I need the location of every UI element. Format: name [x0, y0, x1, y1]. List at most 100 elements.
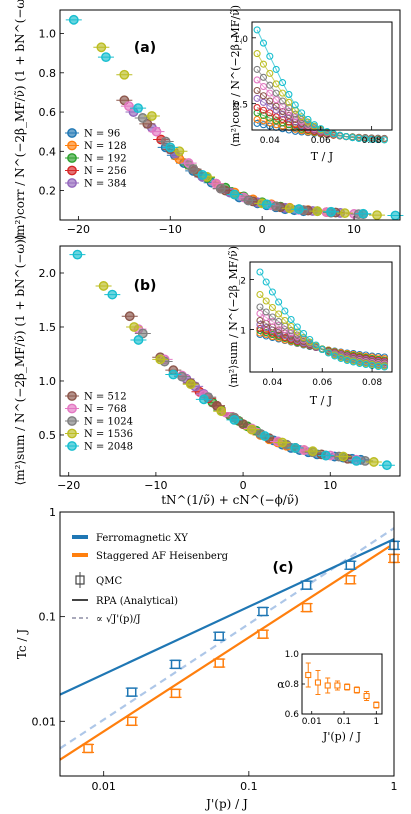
qmc-point [301, 580, 312, 590]
legend-label: N = 128 [84, 141, 127, 152]
y-tick-label: 1 [49, 506, 56, 519]
data-point [238, 419, 248, 430]
x-tick-label: 0.04 [260, 136, 280, 146]
qmc-point [301, 602, 312, 613]
data-point [229, 189, 240, 200]
inset-point [266, 109, 274, 117]
x-tick-label: −20 [67, 223, 90, 236]
panel-b-ylabel: ⟨m²⟩sum / N^(−2β_MF/ν̃) (1 + bN^(−ω)) [13, 235, 27, 486]
data-point [177, 371, 187, 382]
y-tick-label: 0.01 [32, 715, 57, 728]
y-tick-label: 0.8 [285, 680, 300, 690]
panel-a-inset-ylabel: ⟨m²⟩corr / N^(−2β_MF/ν̃) [229, 5, 242, 147]
data-point [174, 146, 185, 157]
inset-point [253, 104, 261, 112]
inset-point [281, 307, 289, 315]
panel-a-inset: 0.04 0.06 0.08 0.5 1.0 T / J ⟨m²⟩corr / N^(−… [228, 5, 396, 164]
data-point [326, 206, 336, 217]
data-point [129, 322, 140, 332]
qmc-point [126, 716, 137, 727]
inset-point [291, 106, 299, 114]
panel-b-inset: 0.04 0.06 0.08 1 2 T / J ⟨m²⟩sum / N^(−2β_MF… [226, 246, 398, 412]
data-point [119, 69, 130, 80]
inset-point [314, 679, 322, 686]
inset-point [256, 316, 264, 325]
legend-marker [67, 178, 77, 188]
legend-marker [67, 140, 77, 151]
inset-point [262, 278, 270, 286]
inset-point [349, 358, 357, 366]
data-point [320, 450, 331, 461]
inset-point [331, 352, 339, 360]
data-point [124, 101, 134, 112]
inset-point [278, 115, 287, 124]
data-point [124, 311, 135, 322]
legend-label: N = 96 [84, 129, 120, 140]
inset-point [253, 65, 261, 73]
data-point [215, 183, 226, 194]
panel-a-inset-frame [251, 21, 393, 131]
rpa-line [59, 542, 395, 761]
inset-point [336, 131, 344, 139]
inset-point [329, 130, 338, 138]
inset-point [298, 109, 306, 117]
inset-point [272, 65, 280, 73]
x-tick-label: 0.08 [362, 136, 382, 146]
legend-label: N = 768 [84, 404, 127, 415]
x-tick-label: 0.1 [337, 717, 351, 727]
qmc-point [258, 629, 268, 639]
inset-point [275, 298, 283, 306]
data-point [188, 164, 199, 174]
panel-c-inset-ylabel: α [277, 678, 285, 691]
panel-a: −20 −10 0 10 0.2 0.4 0.6 0.8 1.0 (a) ⟨m²⟩corr / … [13, 0, 404, 241]
inset-point [310, 121, 318, 129]
x-tick-label: 0.06 [311, 136, 331, 146]
inset-point [268, 288, 276, 296]
x-tick-label: 0 [240, 479, 247, 492]
legend-marker [67, 153, 77, 163]
inset-point [323, 128, 331, 136]
panel-c-label: (c) [272, 560, 293, 576]
inset-point [343, 356, 351, 365]
y-tick-label: 0.6 [39, 106, 57, 119]
inset-point [259, 111, 268, 120]
data-point [151, 126, 162, 137]
y-tick-label: 0.2 [39, 185, 57, 198]
data-point [259, 431, 270, 441]
y-tick-label: 2 [240, 277, 246, 287]
y-tick-label: 0.5 [234, 101, 248, 111]
inset-point [285, 98, 293, 106]
inset-point [287, 315, 295, 324]
qmc-point [126, 687, 137, 697]
panel-b-ticks: −20 −10 0 10 0.5 1.0 1.5 2.0 [39, 267, 338, 492]
data-point [198, 394, 209, 405]
panel-b-label: (b) [134, 278, 157, 294]
inset-point [272, 80, 280, 88]
y-tick-label: 0.1 [39, 611, 57, 624]
legend-label: N = 512 [84, 392, 127, 403]
data-point [261, 199, 272, 210]
y-tick-label: 0.6 [285, 710, 300, 720]
qmc-point [83, 743, 93, 754]
inset-point [266, 119, 274, 127]
y-tick-label: 1.0 [39, 28, 57, 41]
data-point [243, 195, 254, 206]
panel-a-frame [59, 9, 401, 221]
legend-label: N = 1536 [84, 429, 133, 440]
data-point [133, 335, 144, 345]
panel-a-ylabel: ⟨m²⟩corr / N^(−2β_MF/ν̃) (1 + bN^(−ω)) [13, 0, 27, 241]
inset-point [291, 110, 299, 118]
inset-point [272, 121, 280, 129]
data-point [358, 208, 369, 219]
x-tick-label: 0.01 [302, 717, 322, 727]
inset-point [256, 268, 264, 276]
data-point [216, 406, 227, 417]
qmc-point [170, 688, 181, 699]
inset-point [266, 52, 274, 60]
inset-point [291, 101, 299, 109]
legend-label: N = 384 [84, 179, 127, 190]
inset-point [266, 97, 274, 105]
x-tick-label: 0.04 [262, 378, 282, 388]
inset-point [259, 117, 268, 125]
panel-b-xlabel: tN^(1/ν̃) + cN^(−ϕ/ν̃) [161, 493, 299, 507]
